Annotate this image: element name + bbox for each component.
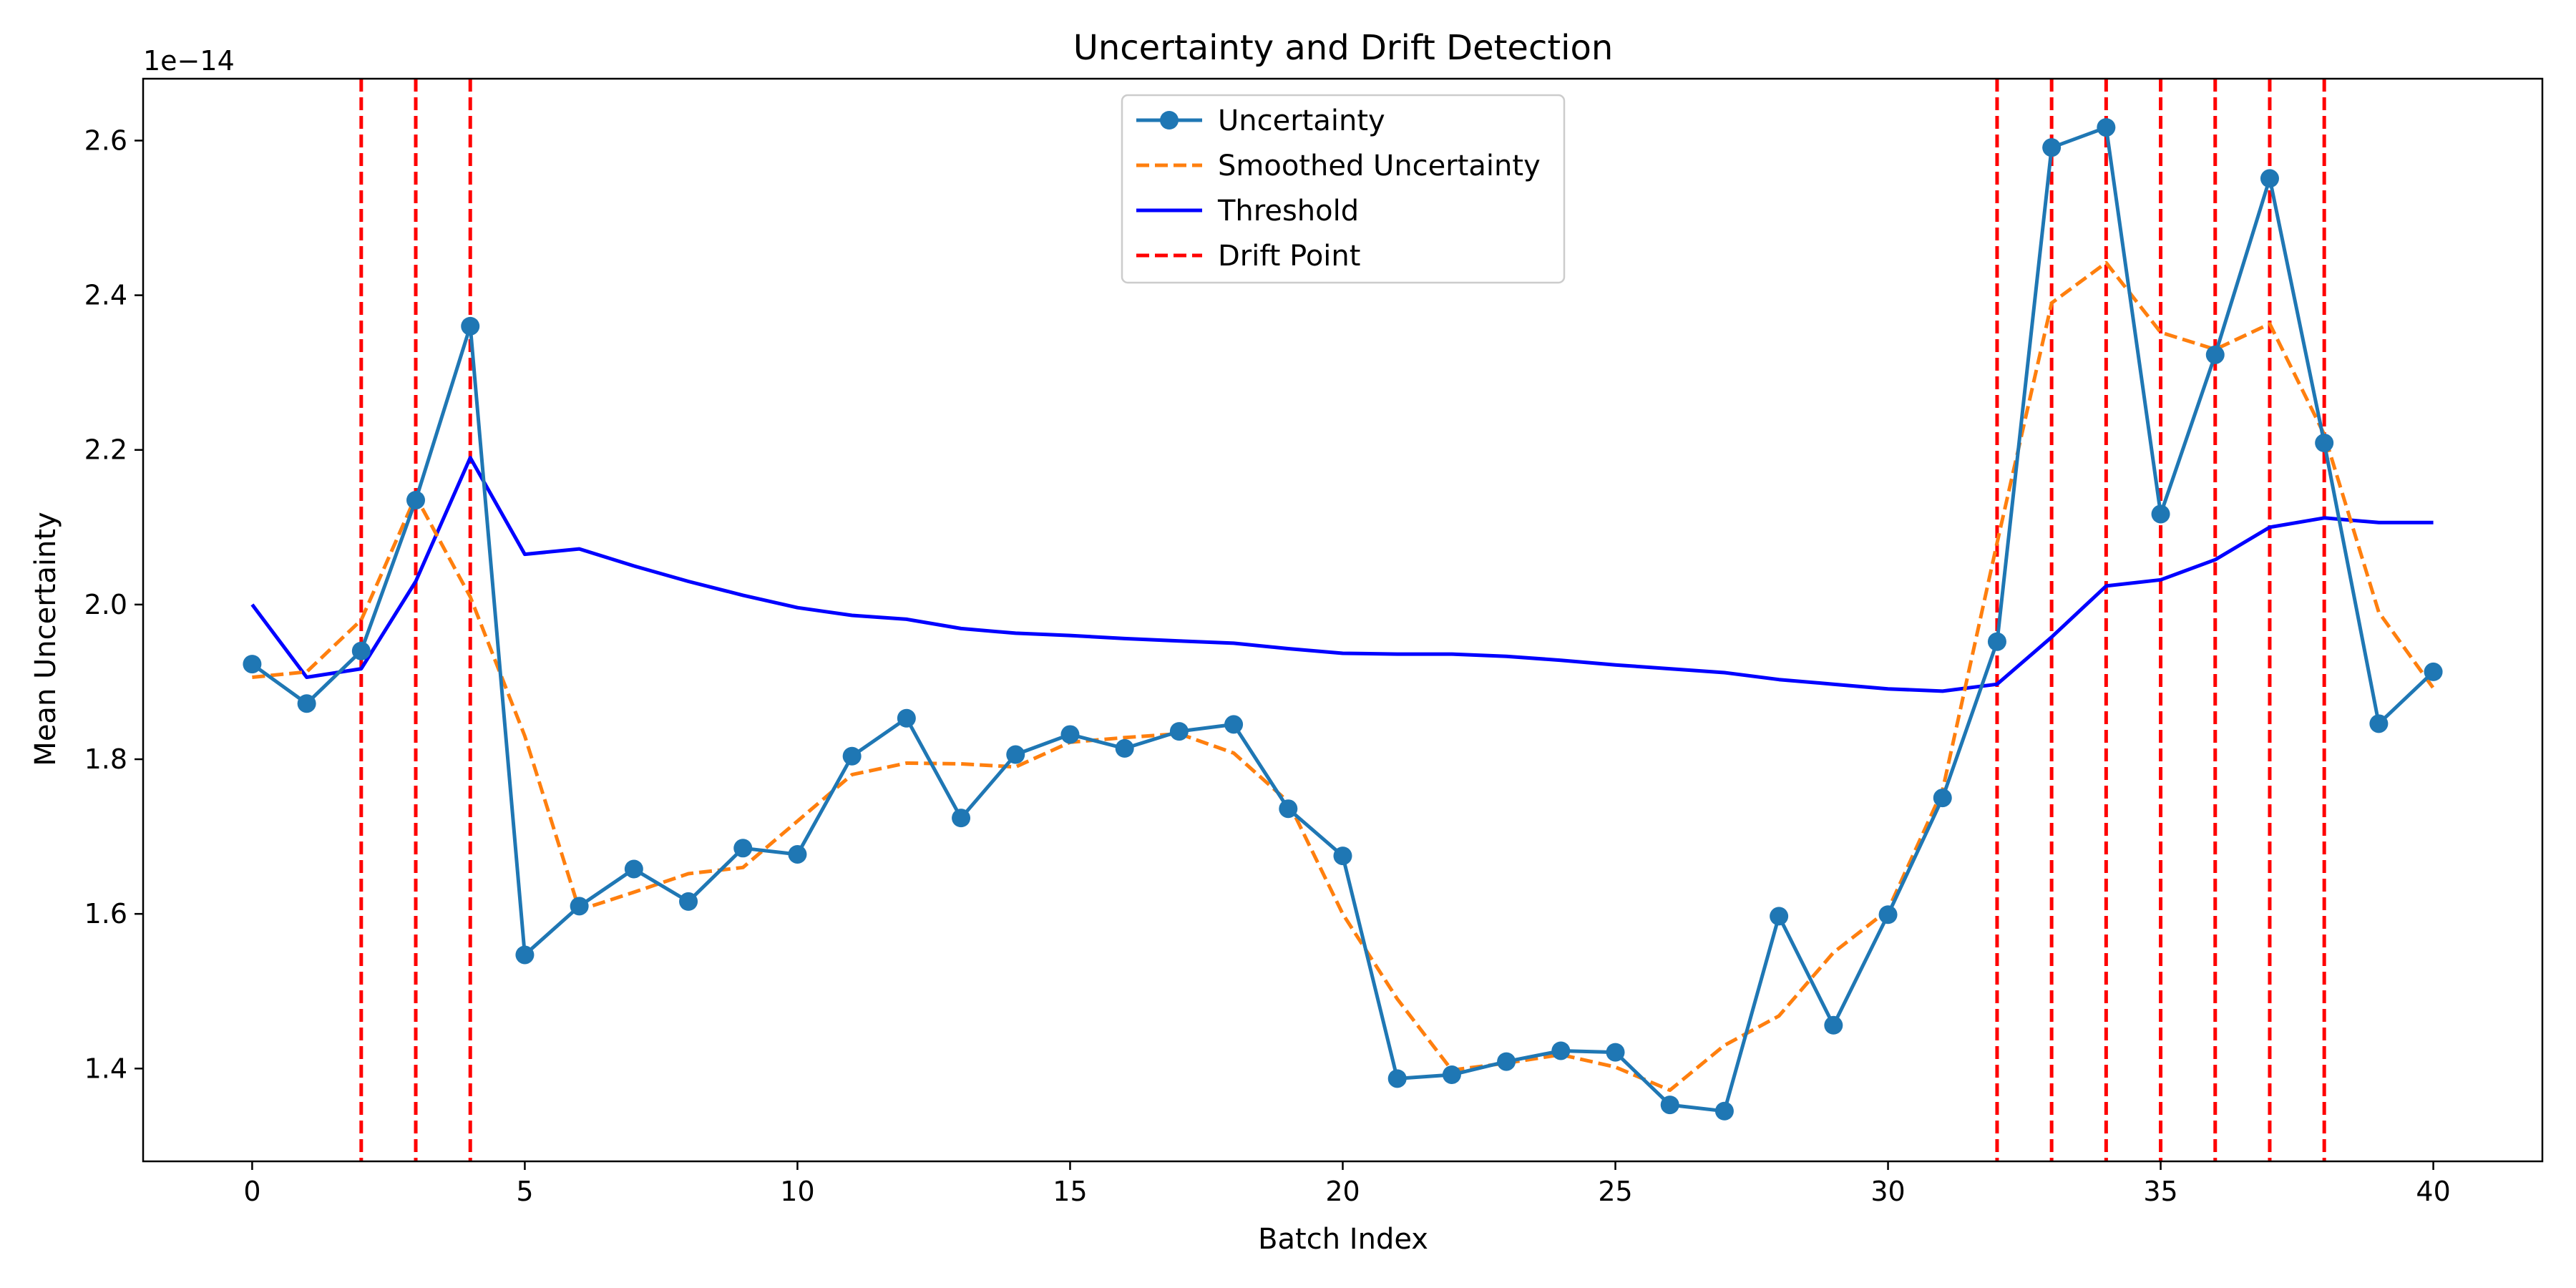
uncertainty-point	[1606, 1043, 1625, 1062]
y-tick-label: 2.2	[84, 434, 127, 466]
uncertainty-point	[1660, 1096, 1679, 1115]
y-tick-label: 2.4	[84, 280, 127, 311]
uncertainty-point	[2042, 138, 2062, 157]
uncertainty-point	[733, 839, 753, 858]
legend-label: Smoothed Uncertainty	[1218, 150, 1541, 182]
uncertainty-point	[1933, 789, 1952, 808]
uncertainty-point	[406, 490, 426, 509]
uncertainty-point	[243, 655, 262, 674]
uncertainty-point	[897, 708, 916, 728]
uncertainty-point	[1006, 745, 1025, 764]
uncertainty-point	[1333, 847, 1352, 866]
uncertainty-point	[788, 844, 807, 864]
y-tick-label: 1.4	[84, 1053, 127, 1084]
x-tick-label: 40	[2416, 1176, 2450, 1207]
y-tick-label: 2.6	[84, 125, 127, 156]
y-axis-label: Mean Uncertainty	[29, 512, 62, 766]
uncertainty-point	[1824, 1015, 1843, 1035]
legend-box	[1121, 94, 1566, 284]
legend-label: Drift Point	[1218, 240, 1360, 273]
uncertainty-point	[1878, 905, 1898, 924]
x-tick-label: 5	[516, 1176, 533, 1207]
uncertainty-point	[297, 694, 316, 713]
uncertainty-point	[2424, 662, 2443, 681]
plot-content	[243, 79, 2443, 1161]
y-tick-label: 2.0	[84, 589, 127, 620]
uncertainty-point	[461, 316, 480, 336]
y-tick-label: 1.8	[84, 743, 127, 775]
legend-label: Threshold	[1217, 195, 1359, 228]
uncertainty-point	[842, 746, 862, 766]
uncertainty-point	[1115, 738, 1134, 758]
series-line-threshold	[250, 456, 2434, 693]
x-tick-label: 30	[1870, 1176, 1905, 1207]
uncertainty-point	[1714, 1101, 1734, 1121]
x-axis-label: Batch Index	[1258, 1223, 1428, 1256]
uncertainty-point	[1497, 1052, 1516, 1071]
uncertainty-point	[2205, 345, 2225, 364]
uncertainty-point	[1987, 632, 2006, 651]
x-tick-label: 20	[1325, 1176, 1360, 1207]
series-line-smoothed-uncertainty	[252, 260, 2435, 1093]
uncertainty-point	[1770, 907, 1789, 926]
uncertainty-point	[1224, 715, 1244, 734]
chart-title: Uncertainty and Drift Detection	[1073, 28, 1614, 68]
uncertainty-point	[1387, 1069, 1407, 1088]
uncertainty-point	[351, 641, 371, 660]
x-tick-label: 25	[1598, 1176, 1632, 1207]
uncertainty-point	[2315, 434, 2334, 453]
uncertainty-point	[570, 897, 589, 916]
uncertainty-point	[515, 945, 535, 965]
uncertainty-point	[1279, 799, 1298, 819]
uncertainty-point	[624, 859, 643, 879]
x-tick-label: 15	[1053, 1176, 1087, 1207]
uncertainty-point	[679, 892, 698, 911]
uncertainty-point	[2151, 504, 2170, 524]
uncertainty-point	[2260, 169, 2279, 188]
x-tick-label: 35	[2143, 1176, 2177, 1207]
uncertainty-point	[952, 809, 971, 828]
uncertainty-point	[2097, 118, 2116, 137]
uncertainty-point	[1060, 725, 1080, 744]
legend-marker	[1160, 111, 1179, 130]
x-tick-label: 0	[243, 1176, 260, 1207]
axes: 0 5 10 15 20 25 30 35 40 1.4 1.6 1.8 2.0 2.2 2.4 2.6	[84, 77, 2544, 1207]
uncertainty-point	[1442, 1065, 1461, 1084]
y-axis-offset-label: 1e−14	[143, 45, 235, 77]
y-tick-label: 1.6	[84, 898, 127, 930]
uncertainty-point	[1551, 1041, 1571, 1060]
legend-label: Uncertainty	[1218, 104, 1385, 137]
uncertainty-point	[2369, 714, 2389, 733]
x-tick-label: 10	[780, 1176, 814, 1207]
uncertainty-point	[1169, 722, 1189, 741]
plot-area	[243, 79, 2443, 1161]
legend: Uncertainty Smoothed Uncertainty Threshold…	[1121, 94, 1566, 284]
